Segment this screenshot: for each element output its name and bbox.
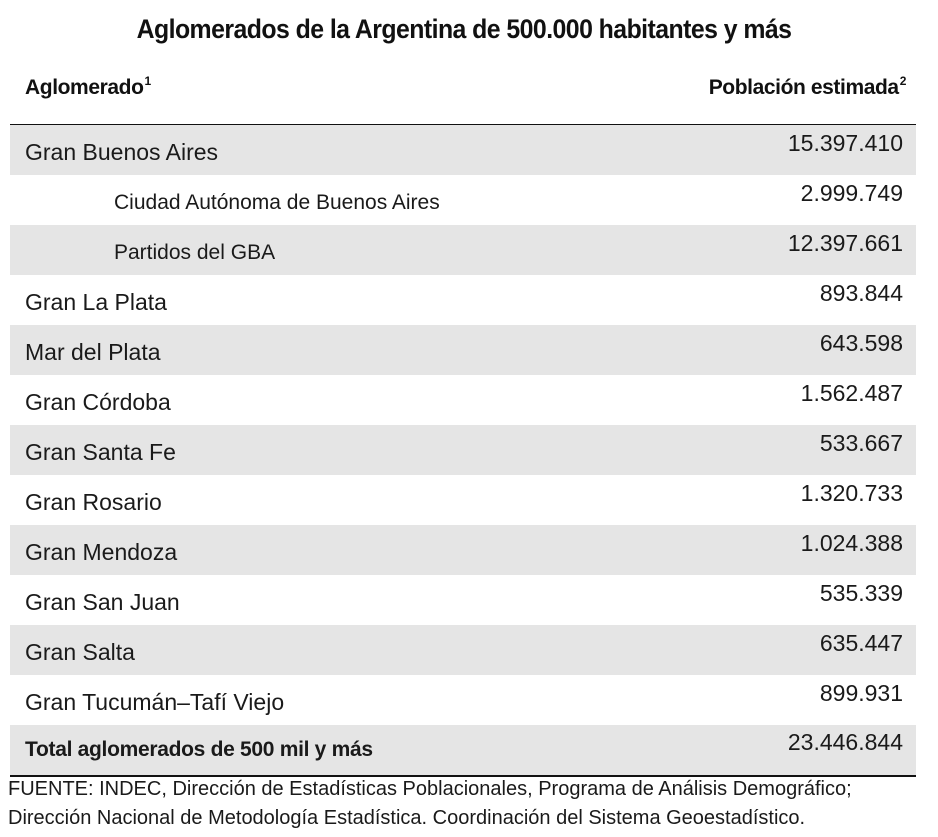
row-name: Ciudad Autónoma de Buenos Aires bbox=[114, 191, 440, 214]
total-label: Total aglomerados de 500 mil y más bbox=[25, 738, 373, 761]
footnote-marker-1: 1 bbox=[144, 74, 152, 88]
row-value: 15.397.410 bbox=[787, 130, 903, 156]
footnote-marker-2: 2 bbox=[899, 74, 907, 88]
table-body: Gran Buenos Aires 15.397.410 Ciudad Autó… bbox=[10, 125, 916, 777]
row-name: Gran Mendoza bbox=[25, 539, 178, 565]
header-poblacion: Población estimada2 bbox=[708, 74, 907, 100]
row-name: Partidos del GBA bbox=[114, 241, 276, 264]
table-row: Gran Rosario 1.320.733 bbox=[10, 475, 916, 525]
total-value: 23.446.844 bbox=[787, 729, 903, 755]
row-name: Mar del Plata bbox=[25, 339, 161, 365]
row-value: 1.024.388 bbox=[800, 530, 903, 556]
table-row: Ciudad Autónoma de Buenos Aires 2.999.74… bbox=[10, 175, 916, 225]
table-row: Gran Córdoba 1.562.487 bbox=[10, 375, 916, 425]
row-value: 2.999.749 bbox=[800, 180, 903, 206]
row-name: Gran Buenos Aires bbox=[25, 139, 219, 165]
header-aglomerado: Aglomerado1 bbox=[25, 74, 151, 100]
row-name: Gran Santa Fe bbox=[25, 439, 176, 465]
header-aglomerado-label: Aglomerado bbox=[25, 76, 144, 99]
table-row: Gran La Plata 893.844 bbox=[10, 275, 916, 325]
row-name: Gran Salta bbox=[25, 639, 135, 665]
table-title: Aglomerados de la Argentina de 500.000 h… bbox=[136, 14, 792, 44]
source-line-1: FUENTE: INDEC, Dirección de Estadísticas… bbox=[8, 775, 938, 804]
table-row: Gran Tucumán–Tafí Viejo 899.931 bbox=[10, 675, 916, 725]
row-name: Gran Rosario bbox=[25, 489, 162, 515]
total-row: Total aglomerados de 500 mil y más 23.44… bbox=[10, 725, 916, 777]
header-poblacion-label: Población estimada bbox=[708, 76, 899, 99]
row-value: 533.667 bbox=[819, 430, 903, 456]
row-value: 535.339 bbox=[819, 580, 903, 606]
row-name: Gran Córdoba bbox=[25, 389, 171, 415]
table-row: Partidos del GBA 12.397.661 bbox=[10, 225, 916, 275]
table-header: Aglomerado1 Población estimada2 bbox=[10, 62, 916, 126]
source-label: FUENTE bbox=[8, 778, 88, 800]
row-value: 1.562.487 bbox=[800, 380, 903, 406]
row-value: 12.397.661 bbox=[787, 230, 903, 256]
row-name: Gran Tucumán–Tafí Viejo bbox=[25, 689, 285, 715]
source-note: FUENTE: INDEC, Dirección de Estadísticas… bbox=[8, 775, 938, 833]
table-row: Gran Salta 635.447 bbox=[10, 625, 916, 675]
table-row: Gran Mendoza 1.024.388 bbox=[10, 525, 916, 575]
table-row: Gran San Juan 535.339 bbox=[10, 575, 916, 625]
source-line-2: Dirección Nacional de Metodología Estadí… bbox=[8, 807, 806, 829]
row-value: 899.931 bbox=[819, 680, 903, 706]
row-name: Gran San Juan bbox=[25, 589, 180, 615]
row-value: 893.844 bbox=[819, 280, 903, 306]
table-row: Mar del Plata 643.598 bbox=[10, 325, 916, 375]
table-row: Gran Buenos Aires 15.397.410 bbox=[10, 125, 916, 175]
row-value: 1.320.733 bbox=[800, 480, 903, 506]
table-row: Gran Santa Fe 533.667 bbox=[10, 425, 916, 475]
source-text-1: : INDEC, Dirección de Estadísticas Pobla… bbox=[88, 778, 852, 800]
row-name: Gran La Plata bbox=[25, 289, 167, 315]
row-value: 635.447 bbox=[819, 630, 903, 656]
row-value: 643.598 bbox=[819, 330, 903, 356]
